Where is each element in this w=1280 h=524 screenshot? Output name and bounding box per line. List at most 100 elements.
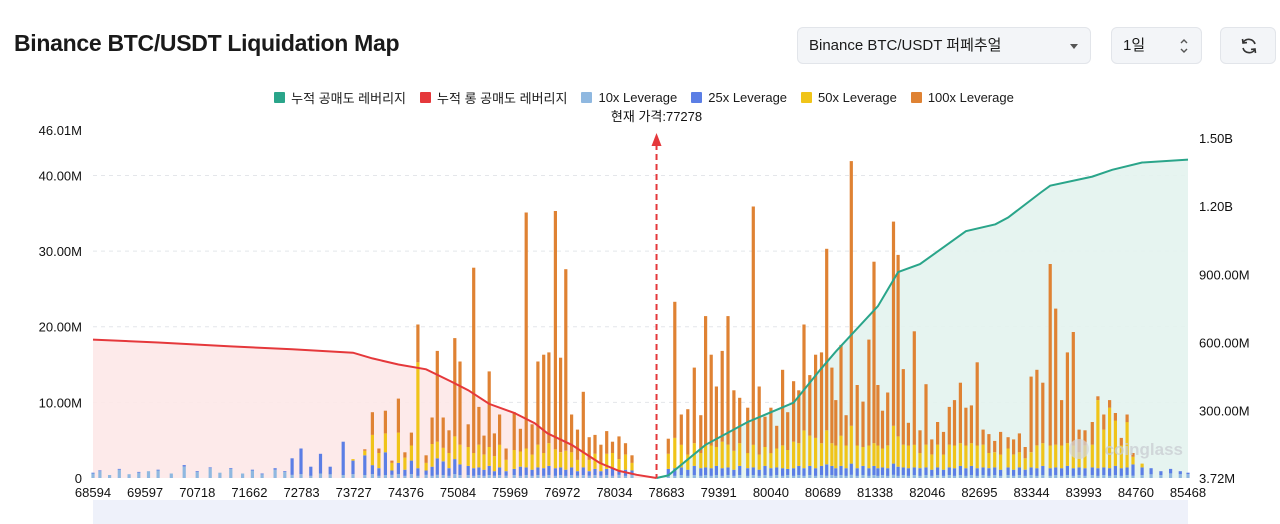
bar-segment-l100[interactable] xyxy=(472,267,476,453)
bar-segment-l50[interactable] xyxy=(383,433,387,453)
bar-segment-l100[interactable] xyxy=(825,248,829,431)
legend-short-cumulative[interactable]: 누적 공매도 레버리지 xyxy=(274,88,406,107)
bar-segment-l10[interactable] xyxy=(403,475,407,478)
bar-segment-l50[interactable] xyxy=(930,454,934,470)
bar-segment-l10[interactable] xyxy=(575,475,580,478)
bar-segment-l25[interactable] xyxy=(781,468,785,476)
bar-segment-l50[interactable] xyxy=(416,362,420,469)
bar-segment-l25[interactable] xyxy=(1023,469,1027,476)
bar-segment-l25[interactable] xyxy=(1178,471,1182,475)
bar-segment-l50[interactable] xyxy=(666,453,670,469)
bar-segment-l50[interactable] xyxy=(786,450,790,469)
bar-segment-l25[interactable] xyxy=(1159,471,1163,475)
bar-segment-l10[interactable] xyxy=(1108,475,1112,478)
bar-segment-l50[interactable] xyxy=(738,443,742,466)
bar-segment-l10[interactable] xyxy=(746,475,750,478)
bar-segment-l10[interactable] xyxy=(260,474,264,478)
bar-segment-l100[interactable] xyxy=(553,211,557,450)
bar-segment-l50[interactable] xyxy=(553,449,557,469)
bar-segment-l50[interactable] xyxy=(477,444,481,468)
bar-segment-l50[interactable] xyxy=(370,434,374,466)
bar-segment-l50[interactable] xyxy=(1090,444,1094,468)
bar-segment-l100[interactable] xyxy=(891,221,896,426)
bar-segment-l100[interactable] xyxy=(981,429,985,445)
bar-segment-l100[interactable] xyxy=(1017,433,1021,453)
bar-segment-l50[interactable] xyxy=(751,444,755,468)
bar-segment-l100[interactable] xyxy=(1048,264,1052,446)
bar-segment-l50[interactable] xyxy=(1065,443,1069,466)
bar-segment-l25[interactable] xyxy=(1041,465,1045,475)
bar-segment-l10[interactable] xyxy=(969,475,973,478)
bar-segment-l10[interactable] xyxy=(757,475,761,478)
bar-segment-l10[interactable] xyxy=(763,475,767,478)
bar-segment-l10[interactable] xyxy=(952,475,957,478)
bar-segment-l25[interactable] xyxy=(453,459,457,475)
bar-segment-l10[interactable] xyxy=(547,475,551,478)
bar-segment-l10[interactable] xyxy=(553,475,557,478)
bar-segment-l25[interactable] xyxy=(564,469,568,476)
bar-segment-l25[interactable] xyxy=(808,465,812,475)
bar-segment-l100[interactable] xyxy=(524,212,528,449)
bar-segment-l25[interactable] xyxy=(699,468,703,476)
legend-25x[interactable]: 25x Leverage xyxy=(691,88,787,107)
bar-segment-l25[interactable] xyxy=(547,465,551,475)
bar-segment-l25[interactable] xyxy=(876,468,880,476)
bar-segment-l25[interactable] xyxy=(1119,468,1123,476)
bar-segment-l25[interactable] xyxy=(930,469,934,476)
bar-segment-l25[interactable] xyxy=(732,469,736,476)
bar-segment-l10[interactable] xyxy=(98,471,102,478)
bar-segment-l25[interactable] xyxy=(849,463,853,475)
bar-segment-l100[interactable] xyxy=(952,400,957,446)
bar-segment-l50[interactable] xyxy=(1113,420,1117,466)
bar-segment-l10[interactable] xyxy=(987,475,991,478)
bar-segment-l50[interactable] xyxy=(844,445,848,469)
bar-segment-l100[interactable] xyxy=(686,409,690,455)
bar-segment-l50[interactable] xyxy=(1125,422,1129,468)
bar-segment-l10[interactable] xyxy=(781,475,785,478)
bar-segment-l10[interactable] xyxy=(896,475,900,478)
bar-segment-l10[interactable] xyxy=(570,475,574,478)
bar-segment-l25[interactable] xyxy=(195,471,199,472)
bar-segment-l25[interactable] xyxy=(581,467,585,475)
bar-segment-l50[interactable] xyxy=(746,453,750,469)
bar-segment-l10[interactable] xyxy=(299,474,303,478)
bar-segment-l10[interactable] xyxy=(947,475,951,478)
bar-segment-l10[interactable] xyxy=(1140,475,1144,478)
bar-segment-l50[interactable] xyxy=(901,444,905,468)
bar-segment-l100[interactable] xyxy=(704,316,708,445)
bar-segment-l50[interactable] xyxy=(599,463,603,472)
bar-segment-l25[interactable] xyxy=(504,471,508,476)
bar-segment-l25[interactable] xyxy=(553,468,557,476)
bar-segment-l100[interactable] xyxy=(906,422,910,446)
bar-segment-l25[interactable] xyxy=(839,465,843,475)
bar-segment-l100[interactable] xyxy=(958,382,962,444)
bar-segment-l50[interactable] xyxy=(524,448,528,468)
bar-segment-l25[interactable] xyxy=(290,458,294,475)
bar-segment-l10[interactable] xyxy=(849,475,853,478)
bar-segment-l10[interactable] xyxy=(477,475,481,478)
bar-segment-l25[interactable] xyxy=(814,468,818,476)
bar-segment-l10[interactable] xyxy=(1060,475,1064,478)
bar-segment-l10[interactable] xyxy=(195,471,199,478)
bar-segment-l100[interactable] xyxy=(692,367,696,444)
bar-segment-l25[interactable] xyxy=(1035,468,1039,476)
bar-segment-l25[interactable] xyxy=(969,465,973,475)
bar-segment-l10[interactable] xyxy=(487,475,491,478)
bar-segment-l10[interactable] xyxy=(891,475,896,478)
bar-segment-l10[interactable] xyxy=(1113,475,1117,478)
bar-segment-l25[interactable] xyxy=(318,453,323,474)
bar-segment-l10[interactable] xyxy=(872,475,876,478)
bar-segment-l50[interactable] xyxy=(482,454,486,470)
bar-segment-l10[interactable] xyxy=(309,475,313,478)
bar-segment-l50[interactable] xyxy=(512,450,516,469)
bar-segment-l100[interactable] xyxy=(617,436,621,460)
bar-segment-l10[interactable] xyxy=(738,475,742,478)
bar-segment-l25[interactable] xyxy=(117,468,121,470)
bar-segment-l100[interactable] xyxy=(453,338,457,437)
bar-segment-l100[interactable] xyxy=(751,206,755,445)
bar-segment-l100[interactable] xyxy=(416,324,420,363)
bar-segment-l100[interactable] xyxy=(370,412,374,435)
bar-segment-l25[interactable] xyxy=(891,463,896,475)
bar-segment-l25[interactable] xyxy=(941,469,946,476)
bar-segment-l10[interactable] xyxy=(610,475,615,478)
